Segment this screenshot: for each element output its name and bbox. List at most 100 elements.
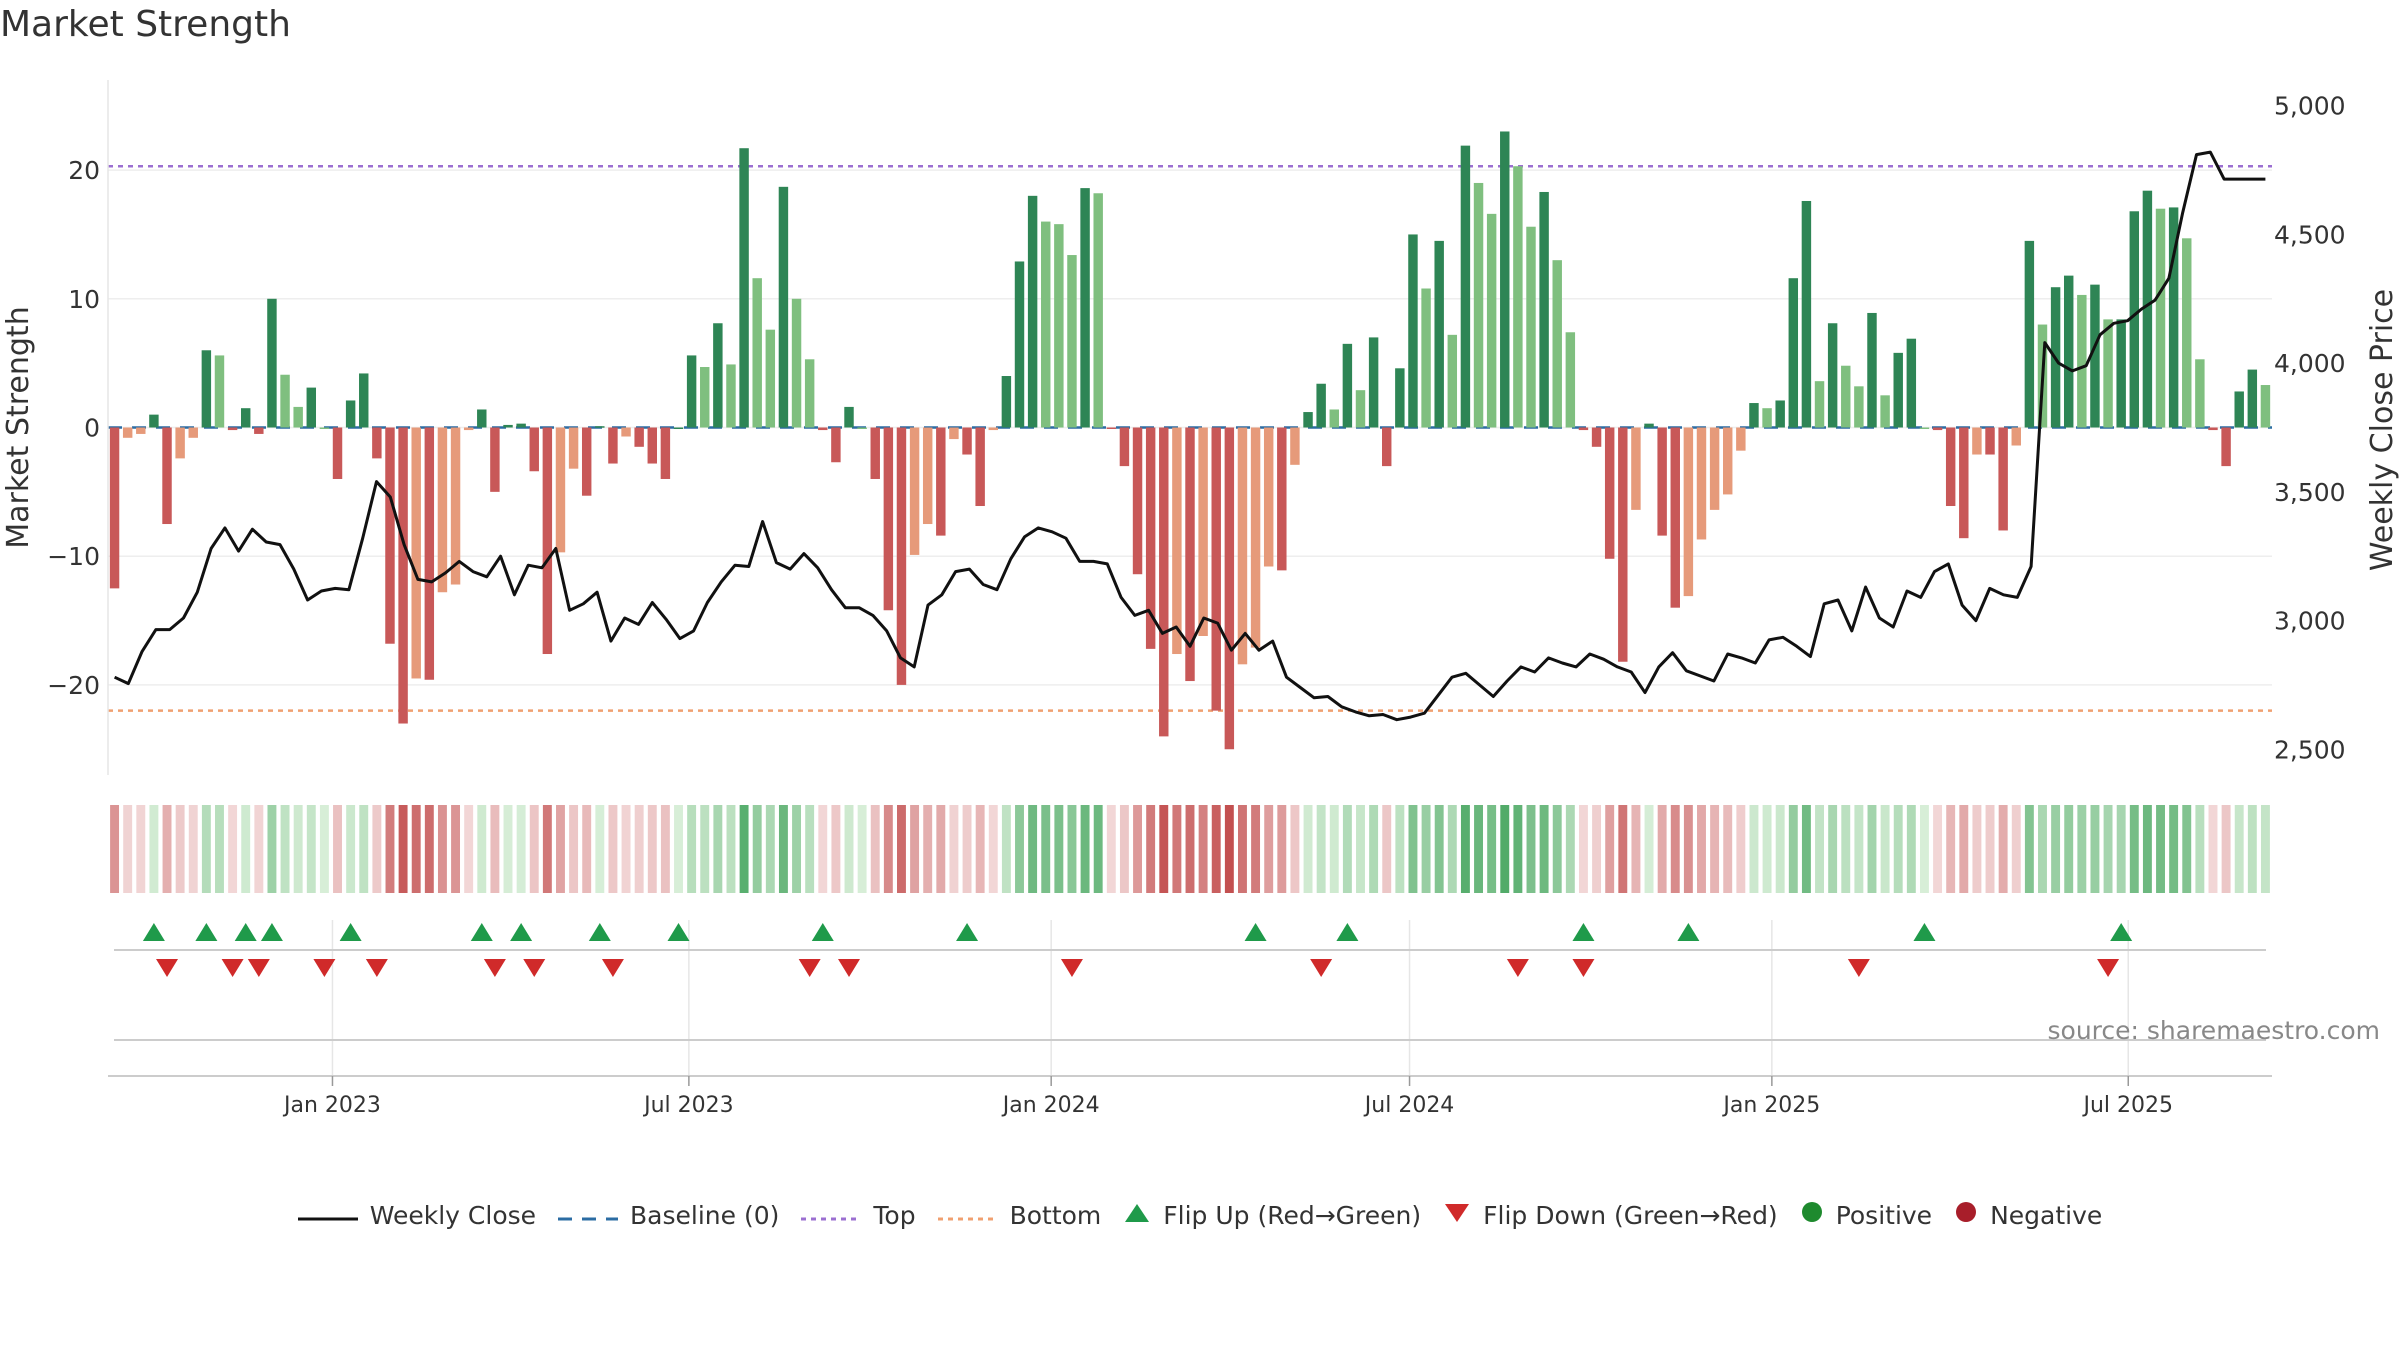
heat-cell: [503, 805, 513, 893]
legend-label: Negative: [1990, 1200, 2103, 1230]
heat-cell: [424, 805, 434, 893]
heat-cell: [844, 805, 854, 893]
legend-dashed-line-icon: [558, 1201, 619, 1230]
strength-bar: [1670, 427, 1680, 608]
strength-bar: [581, 427, 592, 496]
heat-cell: [228, 805, 238, 893]
strength-bar: [765, 329, 776, 428]
heat-cell: [1238, 805, 1247, 893]
heat-cell: [1998, 805, 2008, 893]
strength-bar: [1290, 427, 1300, 465]
heat-cell: [2077, 805, 2087, 893]
strength-bar: [1893, 352, 1903, 428]
strength-bar: [214, 355, 225, 428]
y-tick-label: 10: [68, 285, 100, 314]
heat-cell: [1605, 805, 1615, 893]
heat-cell: [713, 805, 723, 893]
strength-bar: [686, 355, 697, 428]
heat-cell: [1893, 805, 1903, 893]
strength-bar: [1159, 427, 1169, 737]
heat-cell: [949, 805, 959, 893]
heat-cell: [2234, 805, 2244, 893]
heat-cell: [280, 805, 290, 893]
heat-cell: [752, 805, 762, 893]
strength-bar: [1696, 427, 1707, 540]
heat-cell: [1959, 805, 1969, 893]
heat-cell: [398, 805, 408, 893]
x-tick-label: Jul 2023: [642, 1093, 734, 1118]
heat-cell: [582, 805, 592, 893]
heat-cell: [1933, 805, 1943, 893]
heat-cell: [293, 805, 303, 893]
strength-bar: [1067, 255, 1077, 428]
strength-bar: [1277, 427, 1287, 571]
strength-bar: [1486, 213, 1497, 428]
heat-cell: [2208, 805, 2218, 893]
strength-bar: [1841, 365, 1851, 428]
strength-bar: [1211, 427, 1221, 711]
strength-bar: [2168, 207, 2179, 428]
strength-bar: [1500, 131, 1510, 428]
strength-bar: [1998, 427, 2008, 531]
heat-cell: [1303, 805, 1313, 893]
strength-bar: [1631, 427, 1641, 510]
heat-cell: [2129, 805, 2139, 893]
heat-cell: [1526, 805, 1536, 893]
strength-bar: [1342, 343, 1353, 428]
legend-label: Flip Down (Green→Red): [1483, 1200, 1778, 1230]
heat-cell: [1644, 805, 1654, 893]
heat-cell: [1683, 805, 1693, 893]
heat-cell: [215, 805, 224, 893]
heat-cell: [267, 805, 277, 893]
strength-bar: [240, 408, 251, 428]
strength-bar: [1132, 427, 1143, 575]
heat-cell: [490, 805, 500, 893]
heat-cell: [1670, 805, 1680, 893]
strength-bar: [568, 427, 579, 469]
strength-bar: [1185, 427, 1195, 682]
flip-down-marker: [1847, 959, 1870, 977]
heat-cell: [1500, 805, 1510, 893]
strength-bar: [1172, 427, 1182, 655]
heat-cell: [2169, 805, 2179, 893]
strength-bar: [1395, 368, 1405, 428]
flip-up-marker: [510, 923, 533, 941]
heat-cell: [254, 805, 264, 893]
strength-bar: [2195, 359, 2205, 428]
heat-cell: [1788, 805, 1798, 893]
heat-cell: [162, 805, 172, 893]
strength-bar: [1447, 334, 1458, 428]
page-title: Market Strength: [0, 4, 291, 45]
strength-bar: [1683, 427, 1694, 597]
strength-bar: [922, 427, 933, 525]
heat-cell: [1801, 805, 1811, 893]
strength-bar: [1014, 261, 1025, 428]
heat-cell: [1697, 805, 1706, 893]
strength-bar: [818, 427, 828, 431]
heat-cell: [319, 805, 329, 893]
axes: −20 −10 0 10 20 2,500 3,000 3,500 4,000 4,500 5,00…: [1, 80, 2400, 1118]
strength-bar: [936, 427, 946, 536]
strength-bar: [1303, 412, 1313, 428]
strength-bar: [503, 424, 513, 428]
heat-cell: [188, 805, 198, 893]
heat-cell: [1342, 805, 1352, 893]
strength-bar: [1382, 427, 1392, 467]
legend-item-negative: Negative: [1954, 1200, 2102, 1230]
heat-cell: [1133, 805, 1142, 893]
strength-bar: [1408, 234, 1418, 428]
flip-down-marker: [523, 959, 546, 977]
heat-cell: [1251, 805, 1261, 893]
strength-bar: [1867, 312, 1877, 428]
flip-up-marker: [339, 923, 362, 941]
flip-up-marker: [234, 923, 257, 941]
strength-bar: [857, 427, 867, 429]
heat-cell: [1316, 805, 1326, 893]
flip-up-marker: [956, 923, 979, 941]
heat-cell: [2024, 805, 2034, 893]
heat-cell: [700, 805, 710, 893]
heat-cell: [1565, 805, 1575, 893]
heat-cell: [1749, 805, 1759, 893]
flip-down-marker: [2097, 959, 2120, 977]
strength-bar: [1355, 390, 1366, 428]
